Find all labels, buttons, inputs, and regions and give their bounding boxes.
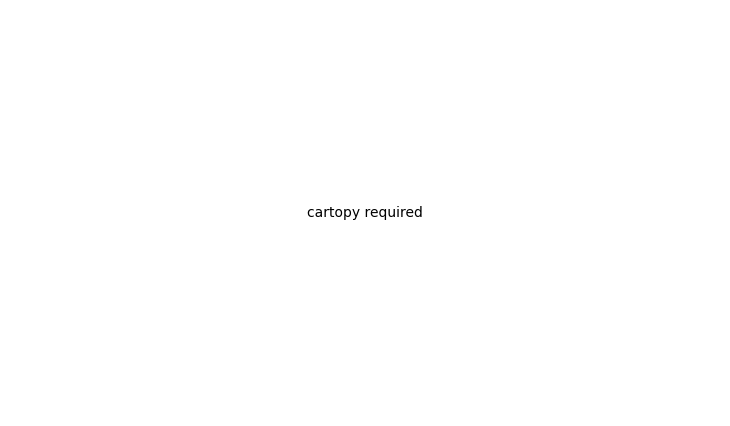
Text: cartopy required: cartopy required — [307, 206, 423, 220]
